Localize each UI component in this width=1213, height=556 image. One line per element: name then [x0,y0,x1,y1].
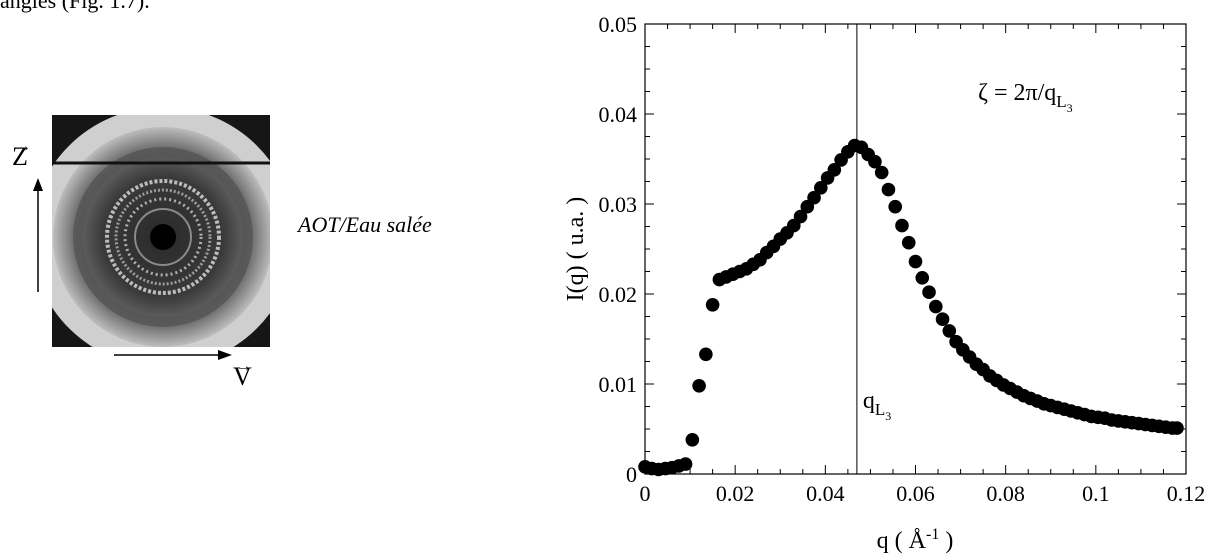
vector-arrow-icon: → [15,138,31,155]
data-point [942,324,957,338]
y-tick-label: 0.02 [599,282,638,307]
data-point [868,154,882,169]
x-tick-label: 0.04 [806,481,845,506]
data-point [685,433,700,447]
vertical-direction-arrow [33,178,43,292]
data-point [1170,421,1184,435]
peak-marker-label: qL3 [863,388,891,423]
data-point [922,285,936,300]
data-point [901,235,916,250]
x-tick-label: 0.1 [1082,481,1110,506]
data-point [807,190,821,205]
data-point [827,163,842,177]
data-point [874,165,889,180]
x-tick-label: 0 [640,481,651,506]
horizontal-direction-arrow [114,350,232,360]
data-point [814,181,828,195]
data-point [915,271,930,285]
vertical-axis-vector-label: → Z [12,138,31,171]
data-point [888,199,903,214]
data-point [881,182,896,197]
horizontal-axis-vector-label: → V [233,358,252,391]
y-tick-label: 0.03 [599,192,638,217]
data-point [908,254,923,269]
y-tick-label: 0.01 [599,372,638,397]
data-point [699,347,713,362]
plot-frame [644,23,1187,475]
data-point [935,312,950,327]
cut-off-body-text: angles (Fig. 1.7). [0,0,150,13]
scattering-pattern-image [52,115,270,347]
data-point [928,299,943,314]
vector-arrow-icon: → [236,358,252,375]
data-point [895,218,909,233]
x-axis-label: q ( Å-1 ) [877,526,954,554]
y-axis-label: I(q) ( u.a. ) [563,197,589,302]
data-point [705,298,720,312]
y-tick-label: 0.05 [599,12,638,37]
y-tick-label: 0.04 [599,102,638,127]
x-tick-label: 0.02 [716,481,755,506]
x-tick-label: 0.06 [896,481,935,506]
data-point [793,209,808,224]
correlation-length-annotation: ζ = 2π/qL3 [978,80,1073,115]
data-point [692,379,706,393]
x-tick-label: 0.08 [986,481,1025,506]
data-point [678,457,693,471]
y-tick-label: 0 [626,462,637,487]
sample-caption: AOT/Eau salée [298,212,432,237]
x-tick-label: 0.12 [1167,481,1206,506]
